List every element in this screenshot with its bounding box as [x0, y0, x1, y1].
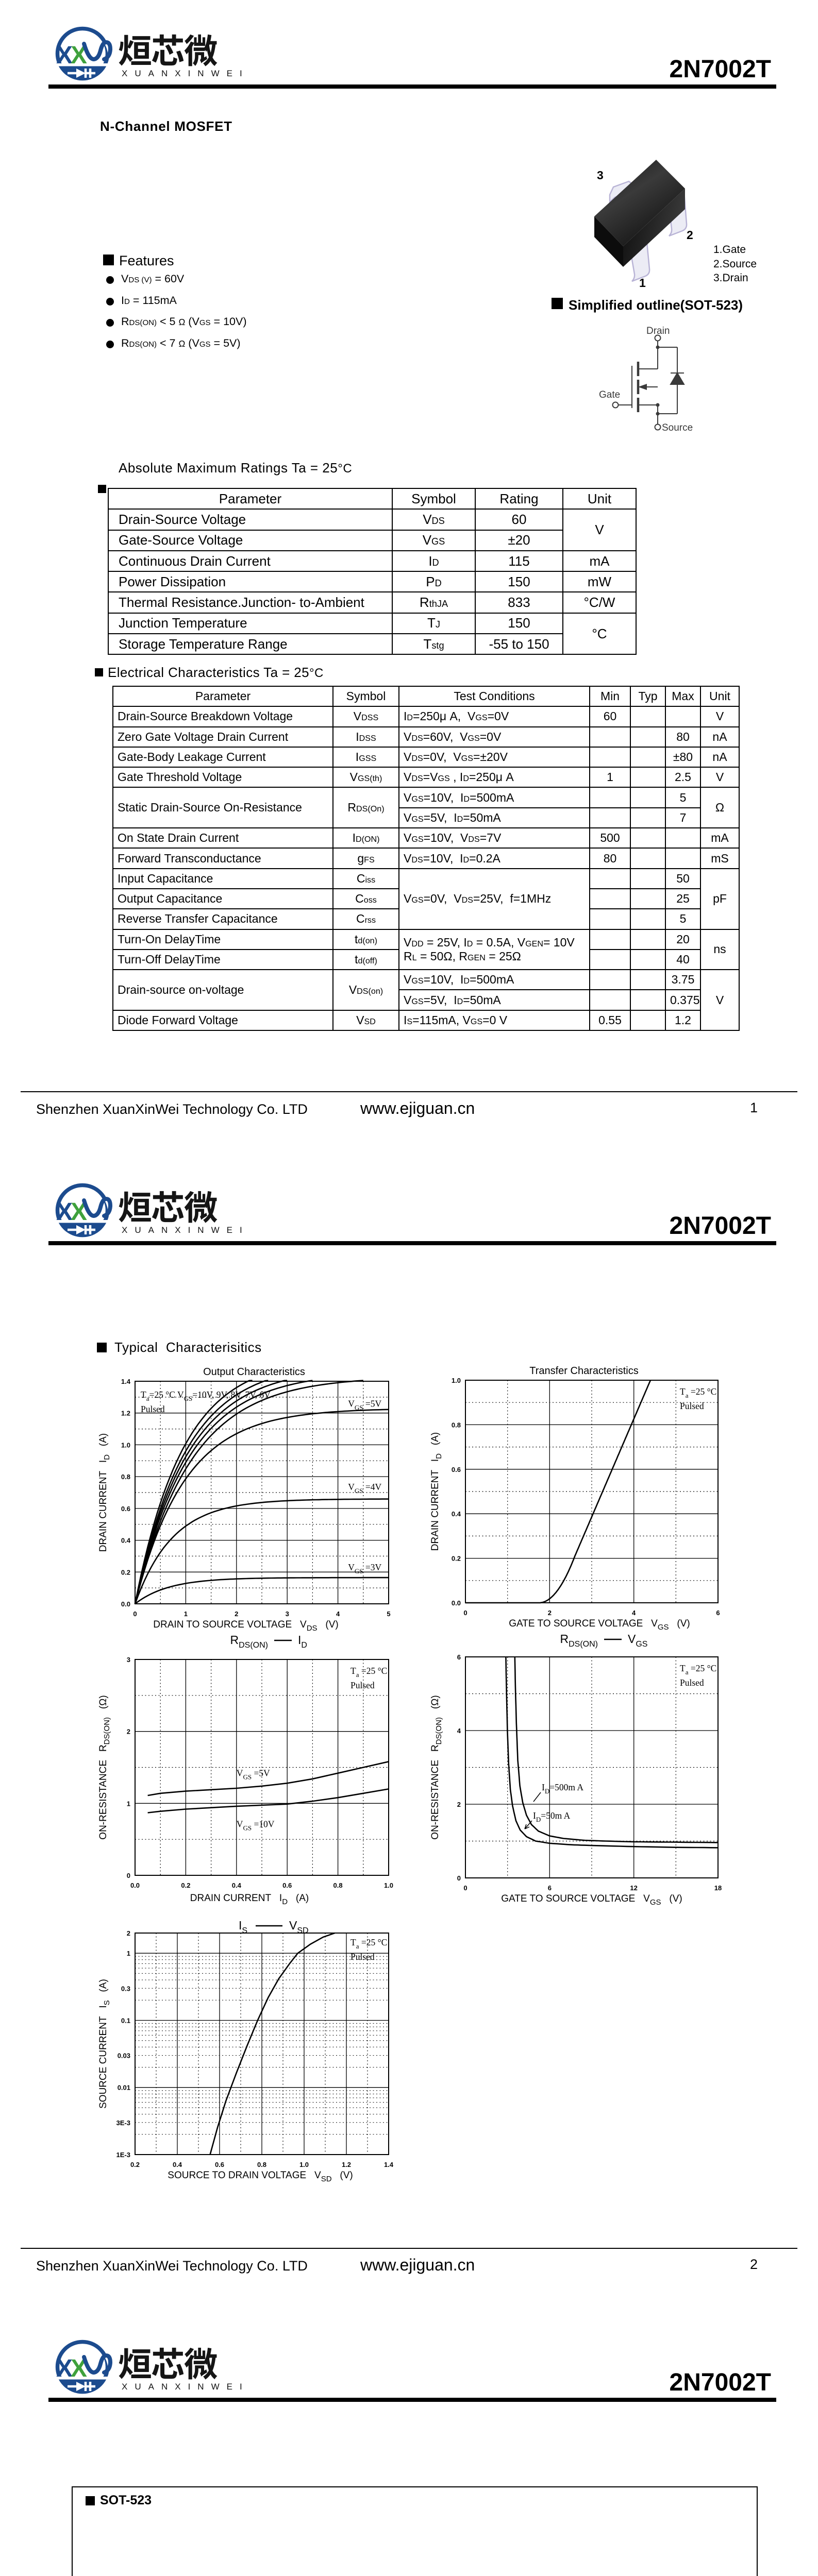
svg-text:1: 1	[184, 1610, 188, 1618]
svg-text:X: X	[56, 1198, 73, 1226]
svg-text:XUANXINWEI: XUANXINWEI	[122, 1225, 249, 1235]
svg-text:Gate: Gate	[599, 389, 620, 400]
svg-text:0.4: 0.4	[452, 1510, 461, 1518]
svg-text:ID=500m A: ID=500m A	[542, 1782, 583, 1795]
svg-text:3E-3: 3E-3	[116, 2119, 130, 2127]
svg-text:6: 6	[457, 1653, 461, 1661]
svg-text:RDS(ON): RDS(ON)	[560, 1632, 598, 1649]
svg-text:0.0: 0.0	[130, 1882, 140, 1889]
svg-text:0.01: 0.01	[118, 2084, 130, 2092]
svg-text:1.0: 1.0	[452, 1377, 461, 1384]
svg-text:1.0: 1.0	[299, 2161, 309, 2168]
svg-text:1E-3: 1E-3	[116, 2151, 130, 2159]
svg-text:0: 0	[457, 1874, 461, 1882]
svg-text:Transfer Characteristics: Transfer Characteristics	[529, 1365, 639, 1377]
svg-text:GATE TO SOURCE VOLTAGE VGS: GATE TO SOURCE VOLTAGE VGS (V)	[501, 1893, 682, 1907]
svg-text:0: 0	[463, 1609, 467, 1617]
svg-text:VGS =5V: VGS =5V	[237, 1768, 270, 1781]
svg-text:2: 2	[457, 1801, 461, 1808]
svg-text:0.2: 0.2	[452, 1555, 461, 1563]
svg-text:ID: ID	[298, 1633, 307, 1650]
svg-text:0.3: 0.3	[121, 1985, 130, 1992]
svg-text:0.2: 0.2	[181, 1882, 190, 1889]
svg-text:1: 1	[639, 276, 646, 290]
svg-text:SOURCE TO DRAIN VOLTAGE VSD: SOURCE TO DRAIN VOLTAGE VSD (V)	[168, 2170, 353, 2183]
svg-text:5: 5	[387, 1610, 390, 1618]
svg-text:0.8: 0.8	[333, 1882, 343, 1889]
svg-text:4: 4	[457, 1727, 461, 1735]
svg-text:0.4: 0.4	[173, 2161, 182, 2168]
svg-text:X: X	[56, 2355, 73, 2382]
svg-text:0: 0	[463, 1884, 467, 1892]
svg-text:Ta =25 °C: Ta =25 °C	[680, 1386, 716, 1399]
svg-text:VGS =10V: VGS =10V	[237, 1819, 275, 1832]
svg-text:0.6: 0.6	[121, 1505, 130, 1513]
svg-text:Pulsed: Pulsed	[350, 1952, 375, 1962]
svg-text:6: 6	[716, 1609, 720, 1617]
svg-text:0.8: 0.8	[257, 2161, 266, 2168]
svg-text:4: 4	[336, 1610, 340, 1618]
svg-text:DRAIN CURRENT ID (A): DRAIN CURRENT ID (A)	[430, 1432, 443, 1551]
svg-text:DRAIN CURRENT ID (A): DRAIN CURRENT ID (A)	[190, 1893, 309, 1906]
svg-text:Source: Source	[662, 422, 693, 433]
svg-text:12: 12	[630, 1884, 637, 1892]
svg-text:1.4: 1.4	[121, 1378, 131, 1385]
svg-text:0.1: 0.1	[121, 2016, 130, 2024]
svg-text:0.0: 0.0	[121, 1600, 130, 1608]
svg-text:6: 6	[548, 1884, 552, 1892]
svg-text:0: 0	[133, 1610, 137, 1618]
svg-text:2: 2	[548, 1609, 552, 1617]
svg-text:Pulsed: Pulsed	[350, 1680, 375, 1690]
svg-text:ON-RESISTANCE RDS(ON) (Ω): ON-RESISTANCE RDS(ON) (Ω)	[98, 1695, 111, 1839]
svg-text:3: 3	[597, 168, 604, 182]
svg-text:2: 2	[687, 228, 693, 242]
svg-text:1.0: 1.0	[121, 1441, 130, 1449]
svg-text:XUANXINWEI: XUANXINWEI	[122, 2382, 249, 2392]
svg-text:0.4: 0.4	[121, 1537, 131, 1545]
svg-text:VGS: VGS	[628, 1632, 647, 1649]
svg-text:Ta =25 °C: Ta =25 °C	[680, 1663, 716, 1676]
svg-text:0.4: 0.4	[232, 1882, 242, 1889]
svg-text:0.2: 0.2	[121, 1568, 130, 1576]
svg-text:0.03: 0.03	[118, 2052, 130, 2060]
svg-text:4: 4	[632, 1609, 636, 1617]
svg-text:ON-RESISTANCE RDS(ON) (Ω): ON-RESISTANCE RDS(ON) (Ω)	[430, 1695, 443, 1839]
svg-text:Ta =25 °C: Ta =25 °C	[350, 1937, 387, 1950]
svg-text:3: 3	[286, 1610, 289, 1618]
svg-text:1: 1	[127, 1800, 130, 1807]
svg-text:0.2: 0.2	[130, 2161, 140, 2168]
svg-text:0.0: 0.0	[452, 1599, 461, 1607]
svg-text:0.8: 0.8	[121, 1473, 130, 1481]
svg-text:0.6: 0.6	[215, 2161, 224, 2168]
svg-text:ID=50m A: ID=50m A	[533, 1810, 571, 1823]
svg-text:2: 2	[127, 1929, 130, 1937]
svg-text:Pulsed: Pulsed	[680, 1401, 704, 1411]
svg-text:0.8: 0.8	[452, 1421, 461, 1429]
svg-text:1: 1	[127, 1950, 130, 1957]
svg-text:0.6: 0.6	[282, 1882, 292, 1889]
svg-text:Pulsed: Pulsed	[680, 1677, 704, 1688]
svg-text:X: X	[56, 42, 73, 69]
svg-text:0: 0	[127, 1872, 130, 1879]
svg-text:1.2: 1.2	[121, 1410, 130, 1417]
svg-text:XUANXINWEI: XUANXINWEI	[122, 69, 249, 78]
svg-text:18: 18	[714, 1884, 722, 1892]
svg-text:Ta =25 °C: Ta =25 °C	[350, 1666, 387, 1679]
svg-text:Drain: Drain	[646, 326, 670, 336]
svg-text:1.0: 1.0	[384, 1882, 393, 1889]
svg-text:1.4: 1.4	[384, 2161, 394, 2168]
svg-text:0.6: 0.6	[452, 1466, 461, 1473]
svg-text:Ta=25 °C VGS=10V, 9V, 8V, 7V,: Ta=25 °C VGS=10V, 9V, 8V, 7V, 6V	[141, 1389, 271, 1402]
svg-text:Pulsed: Pulsed	[141, 1404, 165, 1414]
svg-text:VGS =3V: VGS =3V	[348, 1562, 381, 1575]
svg-text:1.2: 1.2	[342, 2161, 351, 2168]
svg-text:DRAIN CURRENT ID (A): DRAIN CURRENT ID (A)	[98, 1433, 111, 1552]
svg-text:3: 3	[127, 1656, 130, 1664]
svg-text:RDS(ON): RDS(ON)	[230, 1633, 268, 1650]
svg-text:Output Characteristics: Output Characteristics	[203, 1366, 305, 1378]
svg-text:2: 2	[235, 1610, 238, 1618]
svg-text:SOURCE CURRENT IS (A): SOURCE CURRENT IS (A)	[98, 1979, 111, 2109]
svg-text:2: 2	[127, 1728, 130, 1736]
